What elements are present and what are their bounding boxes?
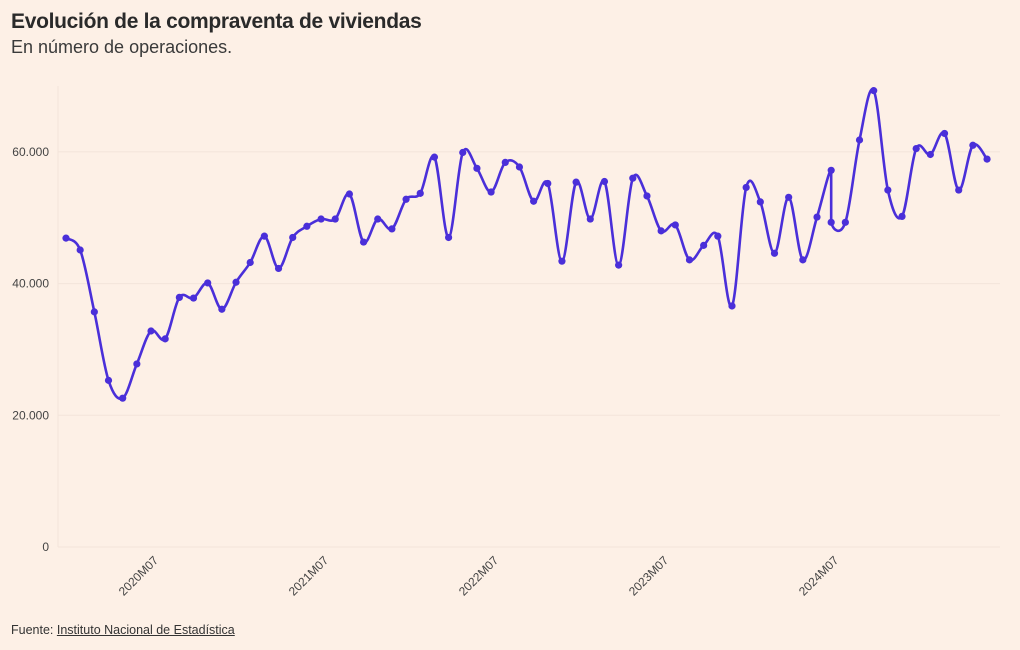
data-point bbox=[912, 144, 920, 153]
data-point bbox=[671, 221, 679, 229]
y-tick-label: 0 bbox=[42, 540, 49, 554]
data-point bbox=[940, 129, 949, 138]
data-point bbox=[827, 166, 835, 174]
data-point bbox=[926, 150, 934, 159]
chart-title: Evolución de la compraventa de viviendas bbox=[11, 10, 422, 33]
x-tick-label: 2024M07 bbox=[796, 553, 842, 599]
data-point bbox=[544, 179, 552, 188]
data-point bbox=[303, 222, 311, 230]
x-tick-label: 2022M07 bbox=[456, 553, 502, 599]
data-point bbox=[813, 213, 821, 221]
y-tick-label: 20.000 bbox=[12, 408, 49, 422]
x-tick-label: 2020M07 bbox=[116, 553, 162, 599]
data-point bbox=[430, 153, 439, 161]
data-point bbox=[218, 305, 226, 313]
data-point bbox=[770, 249, 779, 257]
data-point bbox=[884, 186, 892, 194]
data-point bbox=[331, 215, 339, 223]
data-point bbox=[345, 190, 353, 198]
source-label: Fuente: bbox=[11, 623, 54, 637]
chart-subtitle: En número de operaciones. bbox=[11, 37, 233, 57]
data-point bbox=[246, 258, 254, 267]
data-point bbox=[572, 178, 580, 186]
data-point bbox=[629, 174, 637, 182]
data-point bbox=[615, 261, 623, 269]
data-point bbox=[147, 327, 155, 335]
series-line bbox=[65, 88, 989, 401]
data-point bbox=[90, 308, 98, 316]
data-point bbox=[359, 238, 368, 246]
data-point bbox=[76, 246, 84, 254]
source-link[interactable]: Instituto Nacional de Estadística bbox=[56, 623, 235, 637]
data-point bbox=[785, 193, 793, 201]
data-point bbox=[600, 177, 609, 186]
data-point bbox=[643, 192, 651, 200]
data-point bbox=[657, 227, 665, 235]
data-point bbox=[104, 376, 113, 384]
data-point bbox=[274, 264, 283, 273]
data-point bbox=[841, 218, 849, 226]
data-point bbox=[260, 232, 268, 240]
data-point bbox=[558, 257, 566, 265]
data-point bbox=[204, 279, 212, 287]
data-point bbox=[62, 234, 70, 242]
data-point bbox=[444, 233, 453, 242]
data-point bbox=[416, 189, 424, 197]
data-point bbox=[189, 294, 198, 302]
data-point bbox=[530, 197, 538, 205]
data-point bbox=[586, 215, 594, 223]
data-point bbox=[728, 302, 736, 310]
data-point bbox=[714, 232, 722, 240]
data-point bbox=[487, 188, 495, 196]
data-point bbox=[501, 158, 509, 166]
data-point bbox=[119, 394, 127, 402]
data-point bbox=[685, 256, 694, 264]
data-point bbox=[799, 256, 807, 264]
data-point bbox=[742, 183, 750, 192]
data-point bbox=[133, 360, 141, 368]
data-point bbox=[232, 278, 240, 286]
data-point bbox=[955, 186, 963, 194]
data-point bbox=[402, 195, 410, 203]
y-tick-label: 40.000 bbox=[12, 277, 49, 291]
data-point bbox=[969, 141, 977, 149]
source-note: Fuente: Instituto Nacional de Estadístic… bbox=[11, 623, 235, 637]
data-point bbox=[473, 164, 481, 172]
data-point bbox=[827, 218, 835, 226]
x-tick-label: 2023M07 bbox=[626, 553, 672, 599]
data-point bbox=[855, 136, 864, 144]
data-point bbox=[756, 198, 764, 206]
data-point bbox=[374, 215, 382, 223]
data-point bbox=[317, 215, 325, 223]
x-tick-label: 2021M07 bbox=[286, 553, 332, 599]
data-point bbox=[175, 293, 183, 302]
data-point bbox=[870, 87, 878, 95]
data-point bbox=[898, 212, 906, 220]
data-point bbox=[459, 148, 467, 157]
data-point bbox=[983, 155, 991, 163]
data-point bbox=[289, 233, 297, 242]
data-point bbox=[515, 163, 524, 171]
data-point bbox=[700, 241, 708, 249]
y-tick-label: 60.000 bbox=[12, 145, 49, 159]
data-point bbox=[161, 335, 169, 343]
data-point bbox=[388, 225, 396, 233]
